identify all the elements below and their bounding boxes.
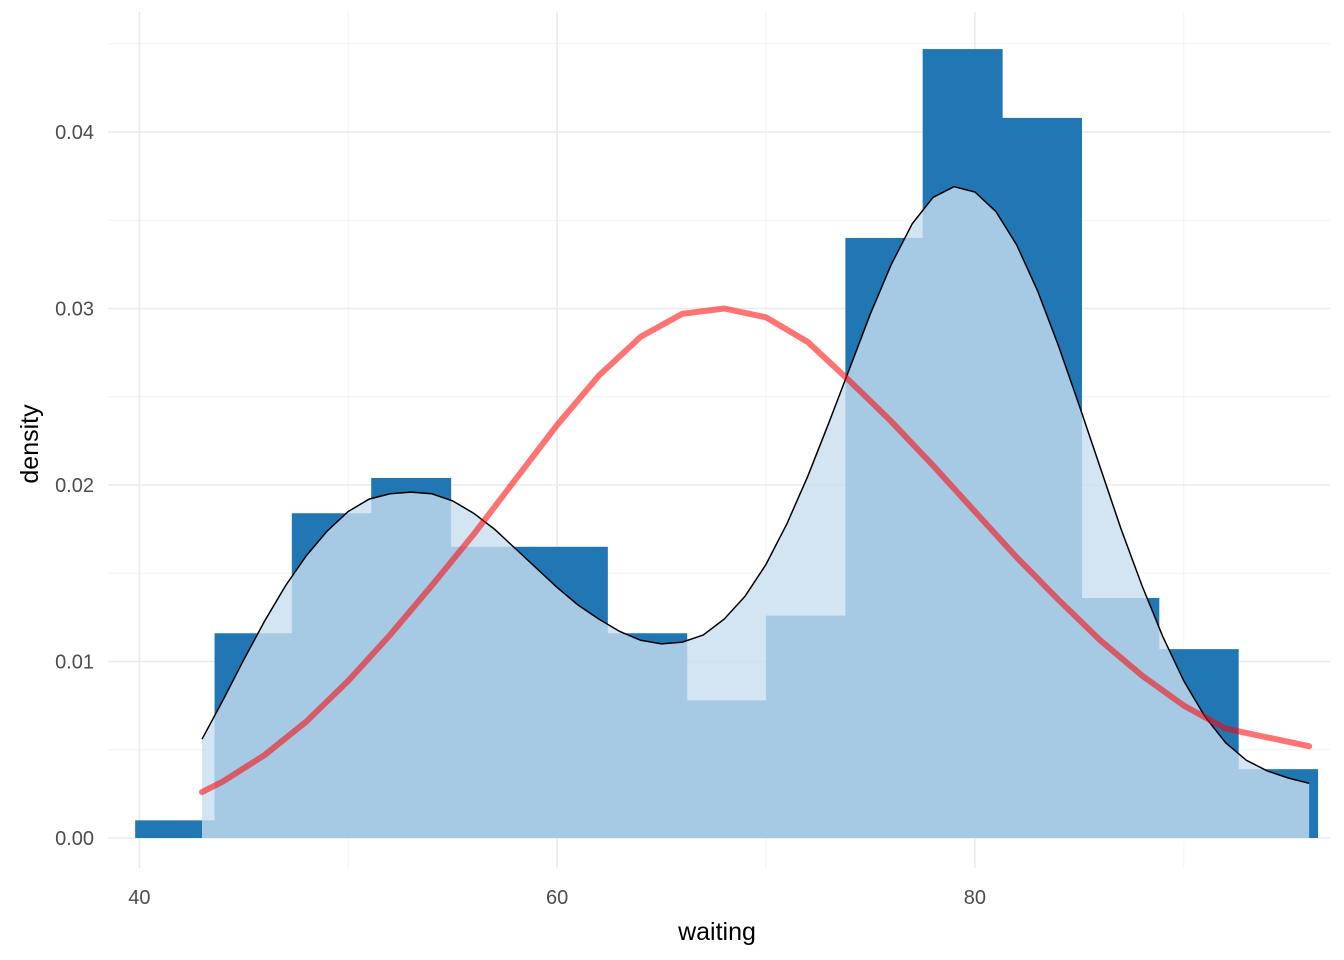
x-tick-label: 60 xyxy=(546,887,568,909)
x-tick-label: 80 xyxy=(964,887,986,909)
y-tick-label: 0.02 xyxy=(55,475,94,497)
y-tick-label: 0.00 xyxy=(55,828,94,850)
x-axis-ticks: 40 60 80 xyxy=(128,887,986,909)
density-line-layer xyxy=(201,185,1310,785)
y-axis-title: density xyxy=(16,404,44,484)
density-fill-layer xyxy=(202,186,1310,838)
histogram-bar xyxy=(135,820,216,838)
normal-curve-layer xyxy=(199,305,1313,796)
density-curve xyxy=(201,185,1310,785)
y-tick-label: 0.01 xyxy=(55,652,94,674)
x-axis-title: waiting xyxy=(677,918,756,946)
y-tick-label: 0.03 xyxy=(55,299,94,321)
y-axis-ticks: 0.00 0.01 0.02 0.03 0.04 xyxy=(55,122,94,850)
y-tick-label: 0.04 xyxy=(55,122,94,144)
normal-curve xyxy=(199,305,1313,796)
x-tick-label: 40 xyxy=(128,887,150,909)
density-area xyxy=(202,186,1310,838)
